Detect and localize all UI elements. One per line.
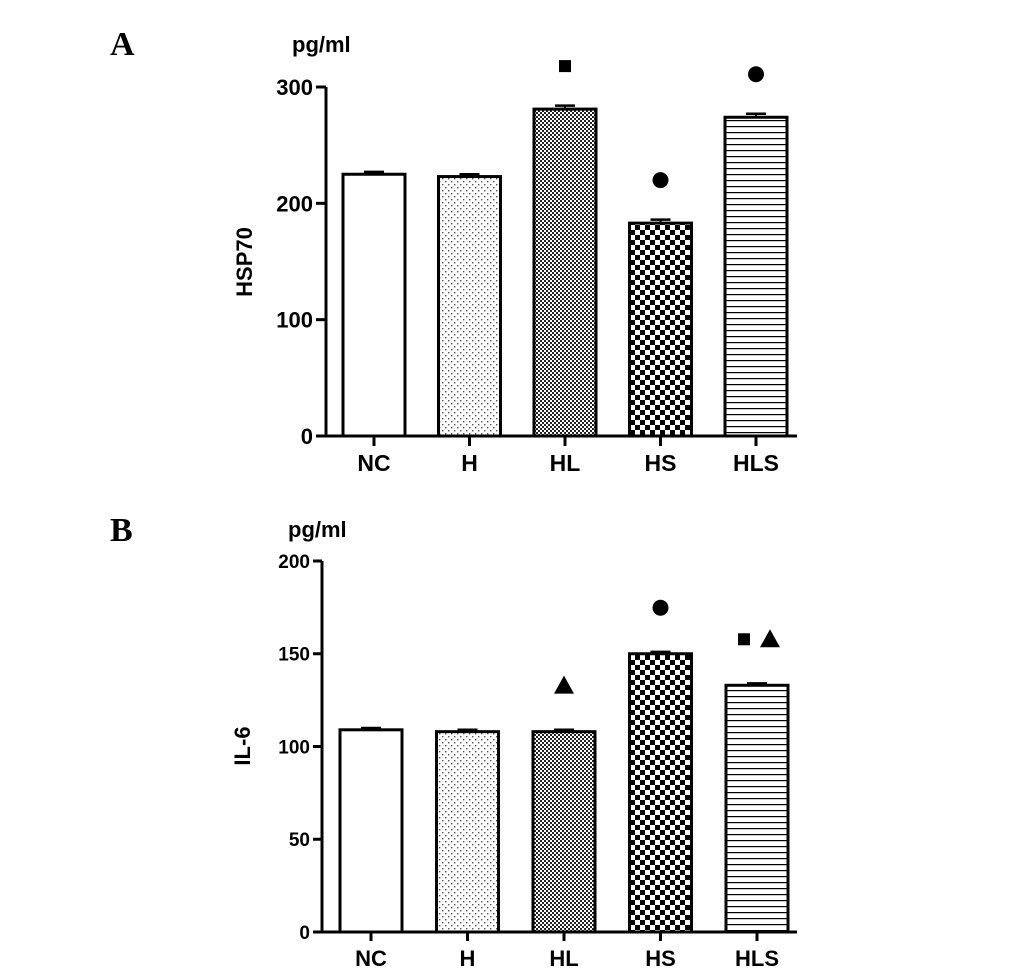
panel-a-category-label: HS: [645, 450, 677, 476]
panel-a-bar-hl: [532, 107, 598, 438]
panel-a-category-label: HL: [550, 450, 581, 476]
panel-a-significance-circle-marker: [652, 172, 669, 189]
panel-a-category-label: H: [461, 450, 478, 476]
panel-b-category-label: H: [460, 946, 476, 971]
panel-b-category-label: HS: [645, 946, 676, 971]
panel-a-unit: pg/ml: [292, 32, 351, 57]
panel-b: B pg/ml IL-6 0 50 100 150 200 NC H HL HS HLS: [110, 512, 797, 971]
panel-b-bar-hls: [724, 683, 790, 934]
panel-b-unit: pg/ml: [288, 517, 347, 542]
panel-a-significance-circle-marker: [748, 66, 764, 83]
panel-b-significance-circle-marker: [652, 599, 669, 616]
panel-a-bar-nc: [341, 172, 407, 438]
panel-b-y-tick-label: 100: [278, 737, 310, 758]
panel-a-category-label: HLS: [733, 450, 779, 476]
panel-b-y-axis-label: IL-6: [230, 726, 255, 765]
panel-b-y-tick-label: 50: [289, 830, 310, 851]
panel-b-category-label: HLS: [735, 946, 779, 971]
panel-b-letter: B: [110, 512, 133, 549]
panel-a-y-axis-label: HSP70: [232, 227, 257, 297]
panel-b-category-label: HL: [549, 946, 578, 971]
panel-a-bar-h: [437, 175, 502, 438]
panel-a-plot: 0 100 200 300 NC H HL HS HLS: [276, 60, 797, 476]
panel-a: A pg/ml HSP70 0 100 200 300 NC H HL HS HLS: [110, 26, 797, 476]
panel-a-category-label: NC: [357, 450, 390, 476]
panel-a-y-tick-label: 200: [276, 191, 313, 216]
panel-a-y-tick-label: 0: [301, 424, 313, 449]
panel-a-letter: A: [110, 26, 135, 63]
panel-a-significance-square-marker: [559, 60, 571, 73]
panel-b-y-tick-label: 0: [299, 923, 310, 944]
panel-b-bar-h: [435, 730, 500, 934]
panel-b-bar-hs: [628, 652, 693, 934]
panel-b-y-tick-label: 200: [278, 552, 310, 573]
panel-a-y-tick-label: 300: [276, 75, 313, 100]
panel-b-plot: 0 50 100 150 200 NC H HL HS HLS: [278, 552, 797, 971]
panel-b-category-label: NC: [355, 946, 387, 971]
panel-b-bar-nc: [338, 728, 404, 934]
panel-b-significance-triangle-marker: [554, 675, 574, 694]
panel-b-significance-triangle-marker: [760, 629, 780, 648]
panel-b-y-tick-label: 150: [278, 645, 310, 666]
panel-a-y-tick-label: 100: [276, 308, 313, 333]
panel-a-bar-hs: [628, 221, 693, 438]
panel-b-significance-square-marker: [738, 633, 750, 646]
panel-a-bar-hls: [723, 115, 789, 438]
panel-b-bar-hl: [531, 730, 597, 934]
